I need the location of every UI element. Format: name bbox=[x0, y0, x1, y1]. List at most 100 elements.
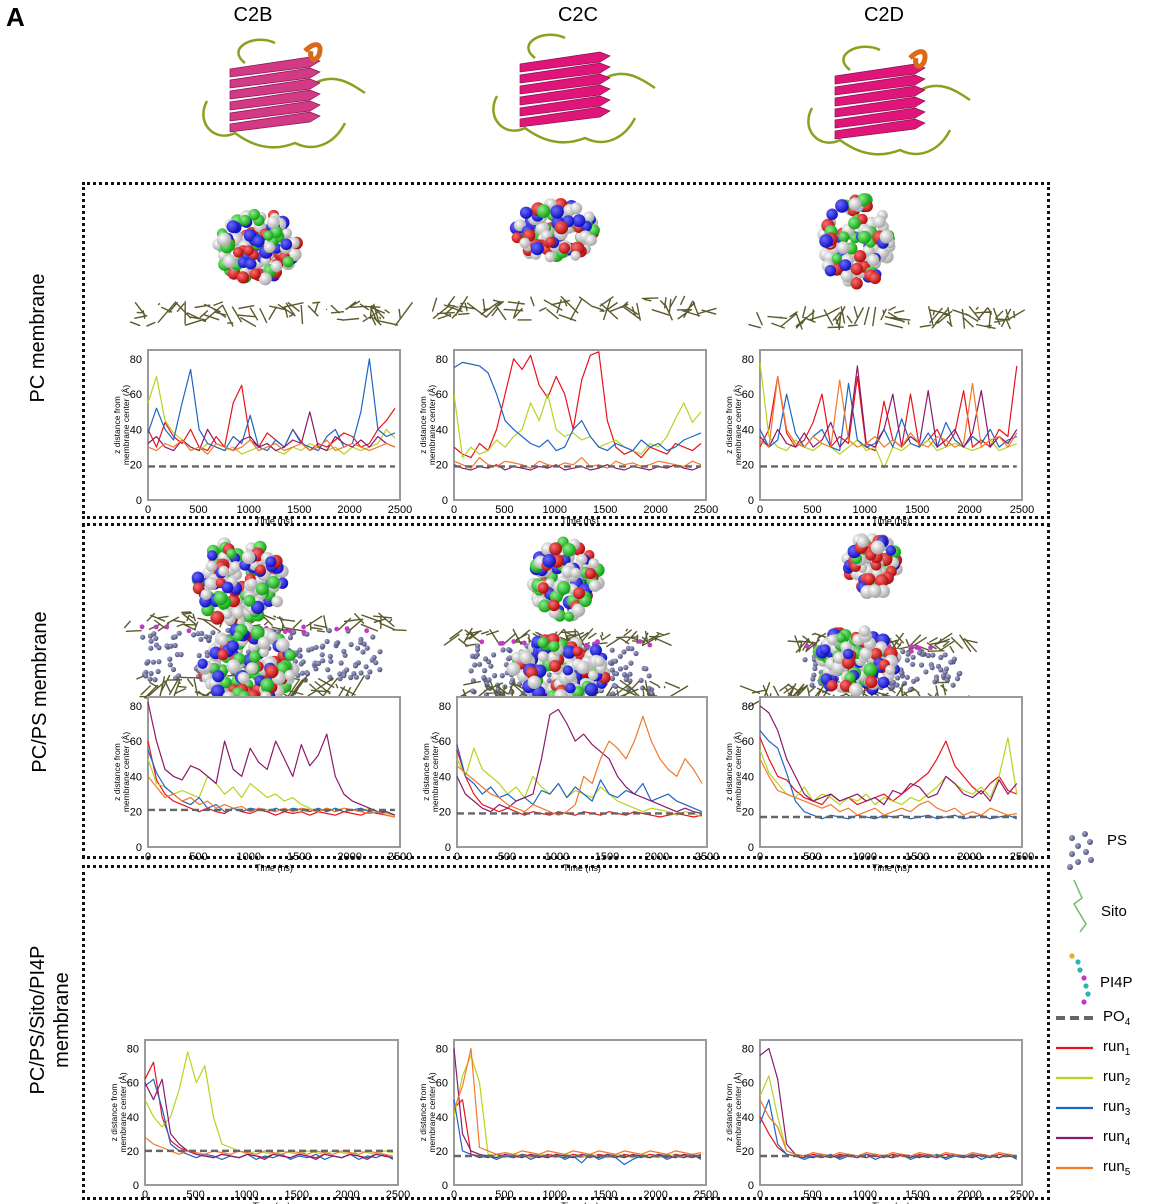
x-tick-label: 500 bbox=[189, 851, 207, 863]
ribbon-structure bbox=[807, 45, 971, 156]
y-tick-label: 20 bbox=[742, 1146, 754, 1158]
beta-strand bbox=[229, 111, 321, 133]
atom-sphere bbox=[263, 241, 276, 253]
lipid-bead bbox=[348, 674, 354, 681]
membrane-mesh bbox=[431, 295, 717, 322]
legend-ps-label: PS bbox=[1107, 832, 1128, 849]
sito-icon bbox=[1072, 879, 1087, 933]
lipid-bead bbox=[945, 674, 951, 680]
lipid-bead bbox=[900, 648, 906, 655]
atom-sphere bbox=[824, 265, 837, 277]
line-chart: 0 20 40 60 80 0 500 1000 1500 2000 2500 Time (ns) z … bbox=[724, 349, 1034, 526]
atom-sphere bbox=[583, 211, 595, 223]
lipid-bead bbox=[904, 657, 910, 663]
beta-strand bbox=[834, 85, 926, 107]
y-tick-label: 80 bbox=[130, 354, 142, 366]
atom-sphere bbox=[562, 543, 576, 557]
lipid-bead bbox=[341, 648, 347, 654]
atom-sphere bbox=[850, 277, 863, 290]
lipid-bead bbox=[373, 660, 379, 666]
atom-sphere bbox=[848, 216, 861, 230]
x-tick-label: 1000 bbox=[853, 1189, 877, 1201]
lipid-bead bbox=[196, 652, 202, 659]
y-tick-label: 0 bbox=[445, 842, 451, 854]
lipid-bead bbox=[910, 654, 916, 660]
lipid-head bbox=[521, 640, 527, 646]
series-line-run5 bbox=[453, 457, 702, 469]
lipid-bead bbox=[643, 666, 649, 672]
legend-line-text: run bbox=[1103, 1098, 1125, 1115]
lipid-head bbox=[637, 639, 643, 644]
pi4p-icon bbox=[1069, 953, 1091, 1005]
x-tick-label: 2500 bbox=[386, 1189, 410, 1201]
atom-sphere bbox=[548, 640, 560, 652]
lipid-bead bbox=[951, 656, 958, 662]
atom-sphere bbox=[840, 269, 854, 283]
lipid-bead bbox=[500, 647, 506, 653]
lipid-bead bbox=[364, 645, 370, 651]
lipid-bead bbox=[172, 634, 178, 640]
lipid-bead bbox=[167, 662, 173, 668]
y-tick-label: 60 bbox=[436, 389, 448, 401]
lipid-bead bbox=[377, 649, 383, 655]
atom-sphere bbox=[223, 254, 237, 268]
pi4p-bead bbox=[1081, 999, 1087, 1005]
lipid-bead bbox=[367, 669, 373, 675]
lipid-bead bbox=[369, 657, 375, 663]
lipid-bead bbox=[324, 638, 330, 645]
atom-sphere bbox=[584, 568, 597, 580]
x-axis-label: Time (ns) bbox=[872, 516, 910, 526]
y-tick-label: 20 bbox=[439, 807, 451, 819]
atom-sphere bbox=[863, 662, 878, 677]
lipid-bead bbox=[338, 660, 344, 666]
legend-line-label: PO4 bbox=[1103, 1008, 1130, 1028]
lipid-bead bbox=[613, 683, 619, 690]
lipid-bead bbox=[810, 676, 816, 682]
atom-sphere bbox=[263, 230, 274, 241]
lipid-bead bbox=[370, 634, 376, 640]
membrane-pc-c2b bbox=[129, 300, 414, 328]
membrane-pc-c2c bbox=[431, 295, 717, 322]
x-tick-label: 0 bbox=[757, 504, 763, 516]
lipid-bead bbox=[646, 673, 652, 679]
line-chart: 0 20 40 60 80 0 500 1000 1500 2000 2500 Time (ns) z … bbox=[724, 696, 1034, 873]
y-tick-label: 80 bbox=[436, 354, 448, 366]
y-axis-label: z distance from bbox=[112, 396, 122, 454]
atom-sphere bbox=[530, 242, 544, 256]
lipid-head bbox=[164, 624, 170, 630]
atom-sphere bbox=[205, 560, 218, 572]
lipid-bead bbox=[316, 660, 322, 667]
legend-sito-label: Sito bbox=[1101, 903, 1127, 920]
y-tick-label: 20 bbox=[130, 807, 142, 819]
series-line-run3 bbox=[759, 382, 1018, 452]
y-tick-label: 40 bbox=[742, 771, 754, 783]
lipid-head bbox=[804, 643, 810, 649]
lipid-bead bbox=[333, 640, 340, 647]
x-tick-label: 2000 bbox=[337, 504, 361, 516]
atom-sphere bbox=[826, 208, 838, 221]
legend-line-subscript: 4 bbox=[1124, 1137, 1131, 1148]
y-tick-label: 0 bbox=[136, 842, 142, 854]
atom-sphere bbox=[572, 646, 583, 657]
atom-sphere bbox=[538, 599, 552, 613]
y-tick-label: 40 bbox=[742, 424, 754, 436]
lipid-bead bbox=[363, 664, 369, 670]
atom-sphere bbox=[554, 220, 569, 235]
atom-sphere bbox=[231, 606, 245, 619]
y-axis-label: membrane center (Å) bbox=[733, 385, 743, 465]
series-line-run1 bbox=[453, 351, 702, 459]
x-tick-label: 0 bbox=[451, 504, 457, 516]
lipid-bead bbox=[629, 646, 635, 652]
lipid-bead bbox=[156, 659, 162, 665]
atom-sphere bbox=[558, 242, 571, 254]
x-tick-label: 0 bbox=[454, 851, 460, 863]
space-filling-protein bbox=[212, 208, 303, 286]
lipid-bead bbox=[319, 652, 325, 658]
x-tick-label: 1500 bbox=[905, 504, 929, 516]
lipid-bead bbox=[910, 661, 916, 667]
x-tick-label: 1000 bbox=[237, 504, 261, 516]
lipid-bead bbox=[930, 652, 936, 658]
atom-sphere bbox=[258, 272, 272, 286]
x-axis-label: Time (ns) bbox=[872, 863, 910, 873]
lipid-bead bbox=[938, 667, 944, 673]
